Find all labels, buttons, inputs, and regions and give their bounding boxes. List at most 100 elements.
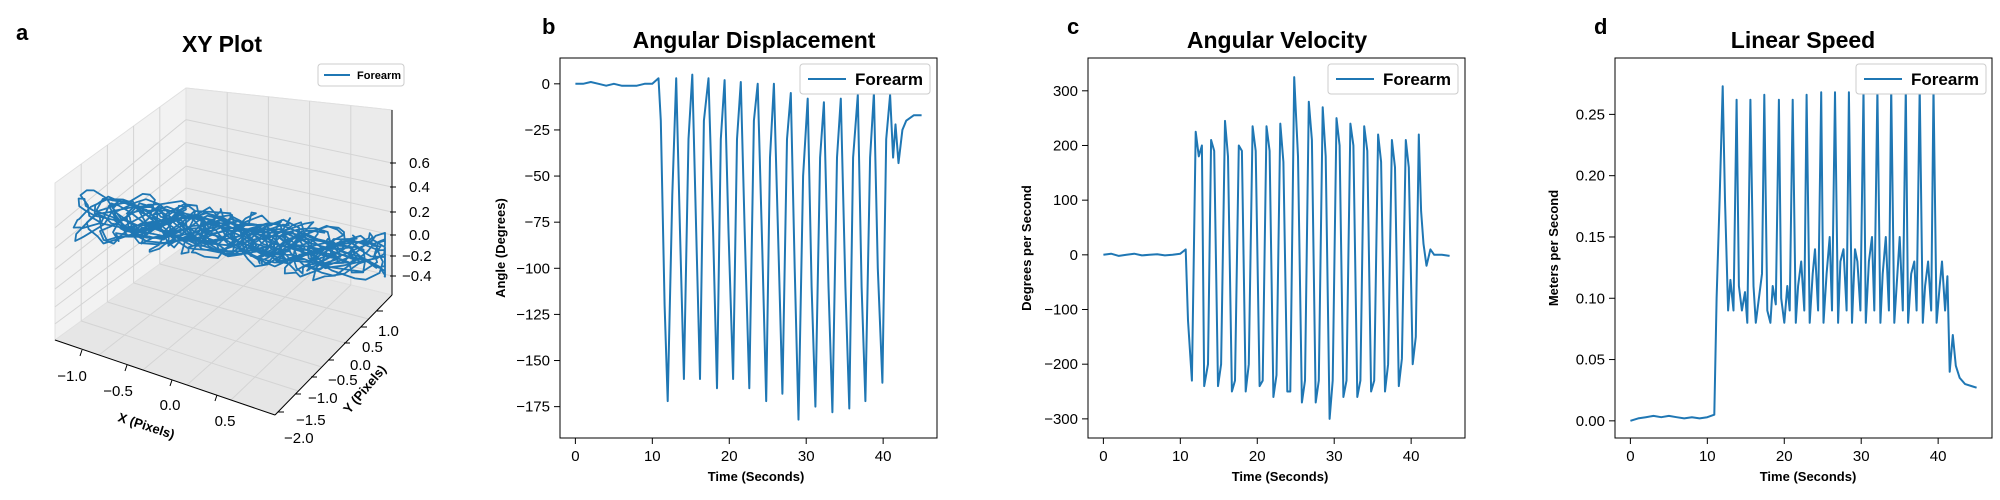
x-tick-label: 0	[1626, 448, 1634, 465]
y-tick-label-a: −1.5	[296, 412, 326, 429]
x-tick-label: 10	[1699, 448, 1716, 465]
x-axis-label-b: Time (Seconds)	[708, 469, 805, 484]
panel-letter-c: c	[1067, 14, 1079, 39]
y-tick-label: −125	[516, 306, 550, 323]
x-tick-label-a: 0.5	[215, 413, 236, 430]
panel-a-xy-plot: a XY Plot −1.0 −0.5 0.0 0.5 X (Pixels)	[16, 20, 432, 447]
y-tick-label: 200	[1053, 137, 1078, 154]
plot-frame-d	[1614, 57, 1993, 439]
legend-box-c	[1327, 63, 1459, 95]
grid-line-3d	[186, 274, 310, 386]
panel-letter-b: b	[542, 14, 555, 39]
y-tick-label: 0	[542, 76, 550, 93]
panel-d-linear-speed: d Linear Speed Time (Seconds) Meters per…	[1546, 14, 1993, 484]
legend-box-a	[317, 63, 405, 87]
y-tick-label-a: 0.0	[350, 357, 371, 374]
legend-c: Forearm	[1327, 63, 1459, 95]
panel-b-angular-displacement: b Angular Displacement Time (Seconds) An…	[493, 14, 938, 484]
x-tick-label: 30	[1853, 448, 1870, 465]
y-tick-label: −50	[525, 168, 550, 185]
legend-label-c: Forearm	[1383, 70, 1451, 89]
chart-title-b: Angular Displacement	[633, 27, 876, 53]
grid-line-3d	[133, 282, 346, 344]
y-tick-label: 0.25	[1576, 106, 1605, 123]
legend-label-a: Forearm	[357, 70, 401, 82]
x-axis-edge-a	[54, 339, 276, 416]
y-tick-label-a: 1.0	[378, 323, 399, 340]
series-line-forearm-3d	[72, 189, 386, 282]
z-tick-label-a: −0.4	[402, 268, 432, 285]
panel-letter-d: d	[1594, 14, 1607, 39]
y-tick-label: 100	[1053, 192, 1078, 209]
y-axis-label-d: Meters per Second	[1546, 190, 1561, 306]
x-axis-label-d: Time (Seconds)	[1760, 469, 1857, 484]
y-tick-label-a: 0.5	[362, 339, 383, 356]
grid-line-3d	[159, 263, 369, 320]
y-axis-label-c: Degrees per Second	[1019, 185, 1034, 311]
y-tick-label: −300	[1044, 411, 1078, 428]
y-axis-label-b: Angle (Degrees)	[493, 198, 508, 298]
z-tick-label-a: 0.0	[409, 227, 430, 244]
x-tick-label-a: −0.5	[103, 383, 133, 400]
y-axis-edge-a	[274, 294, 393, 416]
x-ticks-a: −1.0 −0.5 0.0 0.5	[57, 349, 236, 430]
plot-frame-c	[1087, 57, 1466, 439]
z-tick-label-a: 0.6	[409, 155, 430, 172]
y-tick-label-a: −0.5	[328, 372, 358, 389]
x-tick-label: 10	[1172, 448, 1189, 465]
y-tick-label: −25	[525, 122, 550, 139]
series-line-forearm-b	[575, 73, 922, 421]
y-tick-label: −100	[1044, 302, 1078, 319]
chart-title-c: Angular Velocity	[1187, 27, 1367, 53]
y-tick-label: −175	[516, 399, 550, 416]
legend-b: Forearm	[799, 63, 931, 95]
chart-title-a: XY Plot	[182, 31, 262, 57]
grid-line-3d	[230, 284, 352, 401]
y-tick-label: 0.00	[1576, 413, 1605, 430]
z-tick-label-a: 0.4	[409, 179, 430, 196]
x-tick-label: 0	[1099, 448, 1107, 465]
legend-box-b	[799, 63, 931, 95]
y-tick-label: 0.05	[1576, 352, 1605, 369]
grid-line-3d	[142, 264, 269, 371]
y-tick-label: −150	[516, 353, 550, 370]
x-tick-label: 30	[1326, 448, 1343, 465]
x-axis-label-a: X (Pixels)	[116, 410, 176, 442]
y-tick-label: 0.10	[1576, 290, 1605, 307]
x-tick-label: 20	[721, 448, 738, 465]
x-tick-label: 40	[1930, 448, 1947, 465]
y-tick-label: −100	[516, 260, 550, 277]
panel-letter-a: a	[16, 20, 29, 45]
grid-line-3d	[185, 119, 393, 164]
series-line-forearm-d	[1630, 85, 1977, 422]
ticks-c: 0 10 20 30 40 300 200 100 0 −100 −200 −300	[1044, 83, 1419, 465]
z-tick-label-a: 0.2	[409, 204, 430, 221]
x-tick-label: 40	[1403, 448, 1420, 465]
grid-line-3d	[98, 254, 228, 356]
x-tick-label: 20	[1776, 448, 1793, 465]
grid-line-3d	[81, 320, 299, 392]
grid-line-3d	[185, 141, 393, 188]
x-tick-label: 0	[571, 448, 579, 465]
grid-line-3d	[185, 187, 393, 236]
legend-d: Forearm	[1855, 63, 1987, 95]
y-tick-label: −75	[525, 214, 550, 231]
grid-line-3d	[107, 301, 322, 368]
grid-line-3d	[185, 165, 393, 213]
legend-label-d: Forearm	[1911, 70, 1979, 89]
z-tick-label-a: −0.2	[402, 248, 432, 265]
panel-c-angular-velocity: c Angular Velocity Time (Seconds) Degree…	[1019, 14, 1466, 484]
y-tick-label-a: −2.0	[284, 430, 314, 447]
grid-line-3d	[54, 142, 187, 249]
y-tick-label: 300	[1053, 83, 1078, 100]
ticks-b: 0 10 20 30 40 0 −25 −50 −75 −100 −125 −150 −175	[516, 76, 891, 465]
z-ticks-a: −0.4 −0.2 0.0 0.2 0.4 0.6	[390, 155, 432, 285]
ticks-d: 0 10 20 30 40 0.00 0.05 0.10 0.15 0.20 0.25	[1576, 106, 1947, 465]
grid-line-3d	[54, 119, 187, 229]
plot-frame-b	[559, 57, 938, 439]
y-tick-label: 0.15	[1576, 229, 1605, 246]
legend-box-d	[1855, 63, 1987, 95]
y-tick-label: 0	[1070, 247, 1078, 264]
y-tick-label: 0.20	[1576, 168, 1605, 185]
x-tick-label: 30	[798, 448, 815, 465]
